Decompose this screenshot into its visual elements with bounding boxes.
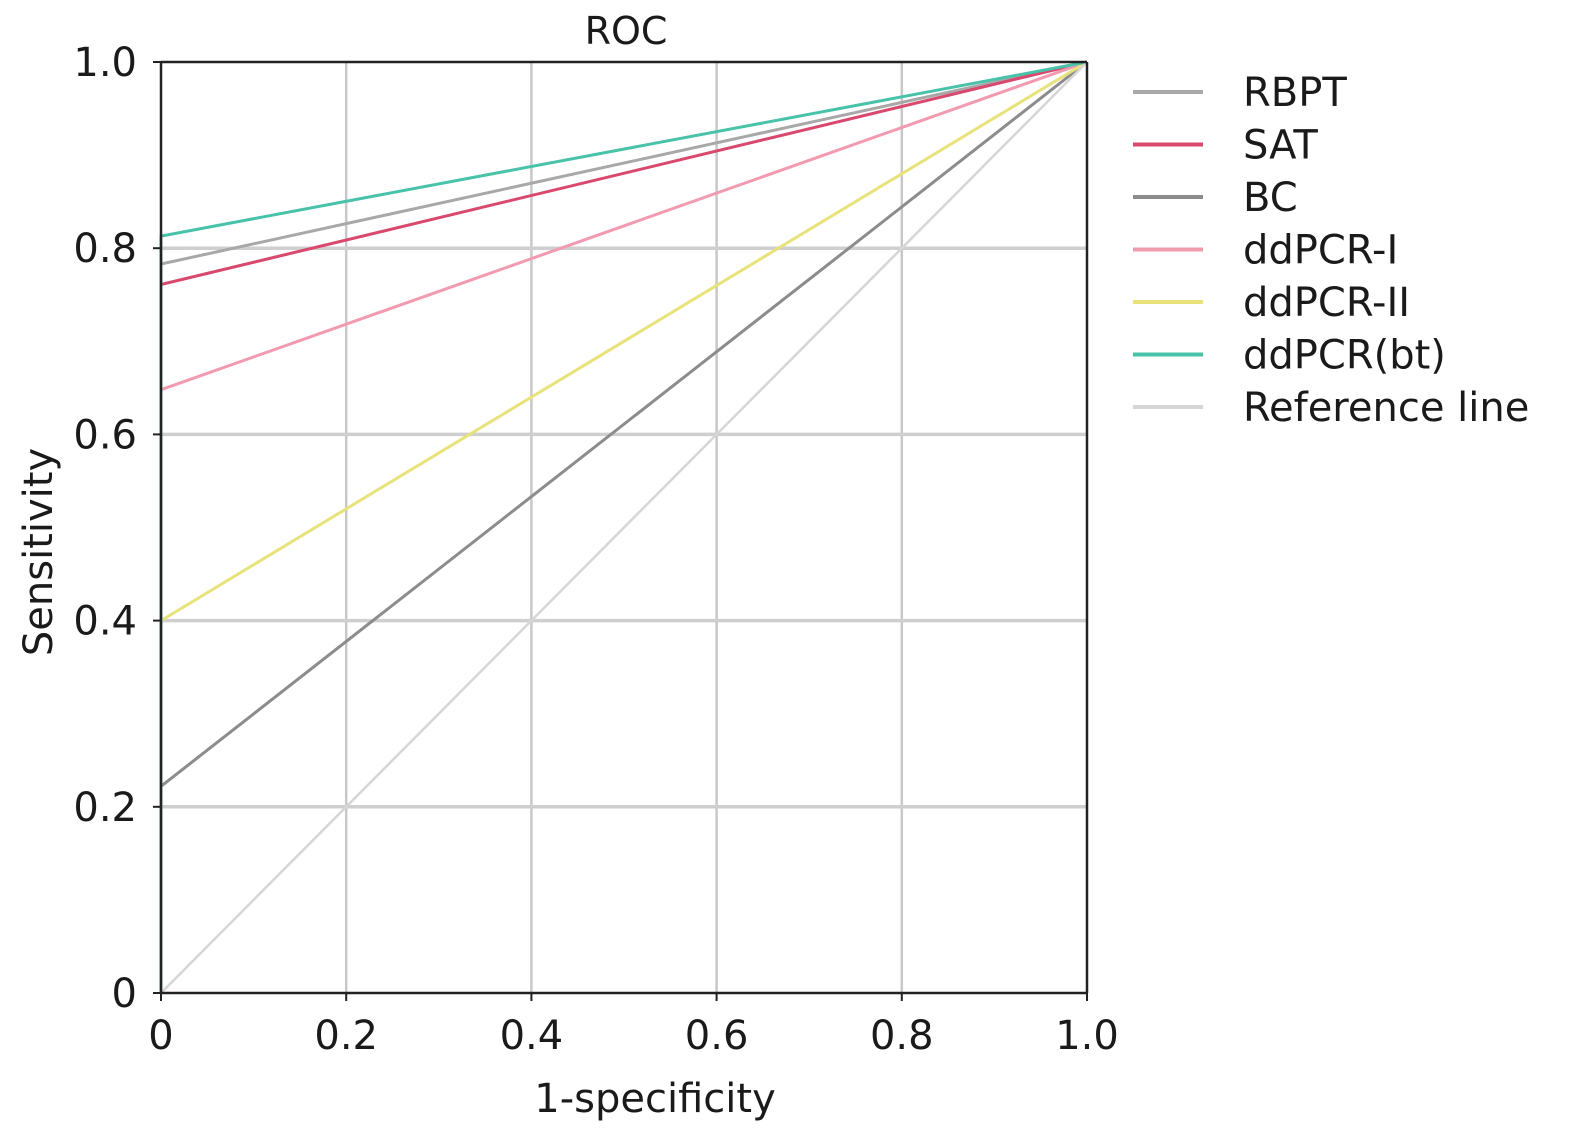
x-axis-title: 1-specificity	[534, 1076, 775, 1122]
grid-layer	[161, 62, 1087, 993]
x-tick-label-0: 0	[148, 1013, 173, 1059]
x-tick-label-4: 0.8	[870, 1013, 934, 1059]
x-tick-label-5: 1.0	[1055, 1013, 1119, 1059]
x-tick-label-1: 0.2	[314, 1013, 378, 1059]
y-tick-label-3: 0.6	[73, 412, 137, 458]
x-tick-label-3: 0.6	[685, 1013, 749, 1059]
y-tick-label-1: 0.2	[73, 785, 137, 831]
y-tick-label-0: 0	[112, 971, 137, 1017]
y-tick-label-2: 0.4	[73, 599, 137, 645]
legend-label-6: Reference line	[1243, 385, 1529, 431]
series-line-6	[160, 61, 1088, 994]
y-tick-label-5: 1.0	[73, 40, 137, 86]
legend-label-5: ddPCR(bt)	[1243, 333, 1446, 379]
x-tick-label-2: 0.4	[500, 1013, 564, 1059]
axes-layer	[159, 60, 1089, 995]
legend-label-4: ddPCR-II	[1243, 280, 1410, 326]
chart-title: ROC	[585, 9, 668, 53]
legend-label-3: ddPCR-I	[1243, 228, 1398, 274]
tick-layer: 0 0.2 0.4 0.6 0.8 1.0 0 0.2 0.4 0.6 0.8 1.0	[73, 40, 1118, 1059]
legend-label-2: BC	[1243, 175, 1298, 221]
legend: RBPT SAT BC ddPCR-I ddPCR-II ddPCR(bt) Referen…	[1133, 70, 1529, 431]
y-tick-label-4: 0.8	[73, 226, 137, 272]
legend-label-0: RBPT	[1243, 70, 1347, 116]
y-axis-title: Sensitivity	[16, 448, 62, 656]
legend-label-1: SAT	[1243, 123, 1318, 169]
series-layer	[159, 60, 1088, 994]
